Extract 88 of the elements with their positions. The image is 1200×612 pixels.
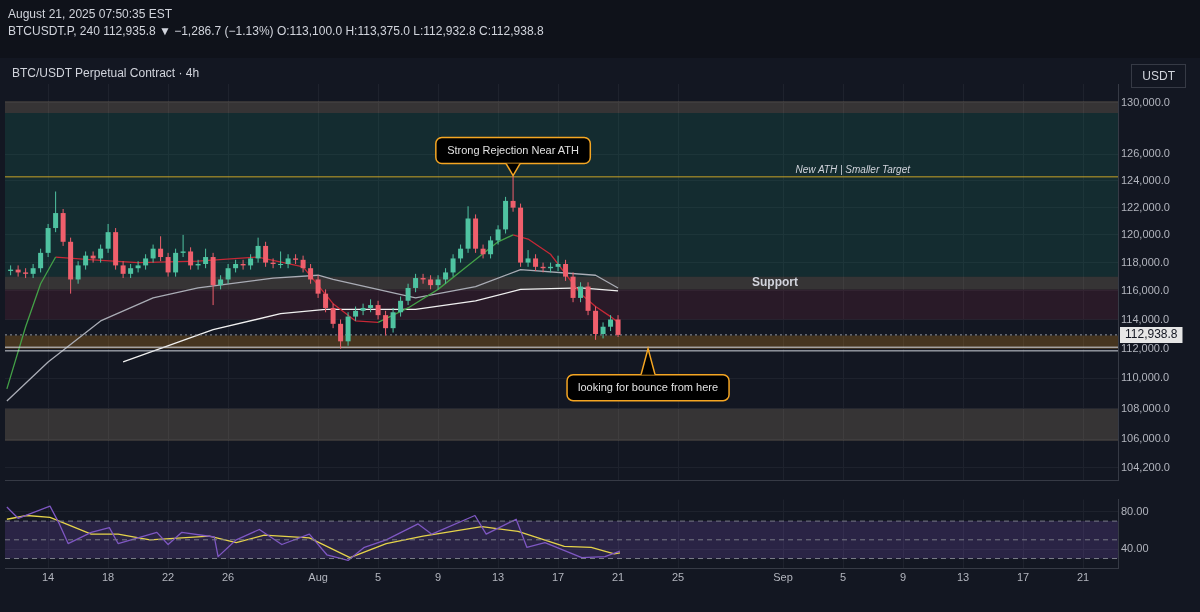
candlestick <box>105 223 111 254</box>
candlestick <box>405 283 411 306</box>
candlestick <box>383 310 389 336</box>
ref-line-label: 112,938.8 <box>1125 327 1178 342</box>
y-tick-label: 118,000.0 <box>1121 255 1170 268</box>
candlestick <box>278 250 284 269</box>
y-tick-label: 124,000.0 <box>1121 173 1170 186</box>
candlestick <box>225 263 231 285</box>
candlestick <box>308 263 314 285</box>
candlestick <box>203 248 209 269</box>
candlestick <box>525 249 531 268</box>
y-tick-label: 108,000.0 <box>1121 401 1170 414</box>
candlestick <box>53 191 59 233</box>
candlestick <box>120 260 126 279</box>
text: BTCUSDT.P, 240 112,935.8 ▼ −1,286.7 (−1.13%) O:113,100.0 H:113,375.0 L:112,932.8 C:112,938.8 <box>8 23 545 40</box>
candlestick <box>150 244 156 264</box>
x-tick-label: 13 <box>491 571 505 584</box>
candlestick <box>165 252 171 278</box>
y-tick-label: 130,000.0 <box>1121 95 1170 108</box>
candlestick <box>135 260 141 273</box>
candlestick <box>180 234 186 258</box>
candlestick <box>458 244 464 264</box>
text: August 21, 2025 07:50:35 EST <box>8 6 174 23</box>
x-tick-label: 26 <box>221 571 235 584</box>
x-tick-label: 22 <box>161 571 175 584</box>
x-tick-label: Aug <box>308 571 328 584</box>
x-tick-label: 25 <box>671 571 685 584</box>
annotation: looking for bounce from here <box>578 380 719 393</box>
candlestick <box>563 259 569 282</box>
candlestick <box>285 253 291 269</box>
y-tick-label: 120,000.0 <box>1121 227 1170 240</box>
candlestick <box>255 237 261 264</box>
candlestick <box>615 314 621 338</box>
x-tick-label: 13 <box>956 571 970 584</box>
y-tick-label: 106,000.0 <box>1121 432 1170 445</box>
candlestick <box>173 248 179 278</box>
candlestick <box>435 274 441 290</box>
ref-line-label: New ATH | Smaller Target <box>795 163 912 175</box>
y-tick-label: 122,000.0 <box>1121 200 1170 213</box>
x-tick-label: 5 <box>839 571 847 584</box>
candlestick <box>570 271 576 303</box>
candlestick <box>158 235 164 262</box>
x-tick-label: 17 <box>551 571 565 584</box>
candlestick <box>315 274 321 299</box>
x-tick-label: Sep <box>773 571 793 584</box>
x-tick-label: 21 <box>611 571 625 584</box>
candlestick <box>488 235 494 259</box>
candlestick <box>323 288 329 313</box>
y-tick-label: 110,000.0 <box>1121 371 1170 384</box>
x-tick-label: 17 <box>1016 571 1030 584</box>
chart-title: BTC/USDT Perpetual Contract · 4h <box>12 66 200 80</box>
candlestick <box>330 303 336 329</box>
candlestick <box>30 263 36 279</box>
candlestick <box>390 307 396 334</box>
candlestick <box>300 255 306 273</box>
band-label: Support <box>752 275 798 290</box>
annotation: Strong Rejection Near ATH <box>447 143 580 156</box>
x-tick-label: 9 <box>899 571 907 584</box>
candlestick <box>375 300 381 320</box>
y-tick-label: 40.00 <box>1121 542 1149 555</box>
y-tick-label: 112,000.0 <box>1121 341 1170 354</box>
candlestick <box>75 260 81 285</box>
y-tick-label: 80.00 <box>1121 504 1149 517</box>
candlestick <box>98 244 104 264</box>
x-tick-label: 9 <box>435 571 442 584</box>
candlestick <box>593 306 599 341</box>
candlestick <box>398 296 404 318</box>
candlestick <box>38 248 44 273</box>
candlestick <box>188 246 194 271</box>
y-tick-label: 114,000.0 <box>1121 312 1170 325</box>
x-tick-label: 21 <box>1076 571 1090 584</box>
candlestick <box>413 273 419 293</box>
candlestick <box>555 255 561 272</box>
candlestick <box>495 224 501 246</box>
candlestick <box>578 281 584 303</box>
candlestick <box>600 321 606 339</box>
candlestick <box>510 175 516 213</box>
candlestick <box>450 253 456 278</box>
candlestick <box>263 241 269 268</box>
y-tick-label: 116,000.0 <box>1121 283 1170 296</box>
x-tick-label: 18 <box>101 571 115 584</box>
y-tick-label: 104,200.0 <box>1121 460 1170 473</box>
candlestick <box>83 250 89 271</box>
x-tick-label: 5 <box>375 571 382 584</box>
y-axis-title: USDT <box>1131 64 1186 88</box>
y-tick-label: 126,000.0 <box>1121 147 1170 160</box>
candlestick <box>360 303 366 316</box>
x-tick-label: 14 <box>42 571 55 584</box>
